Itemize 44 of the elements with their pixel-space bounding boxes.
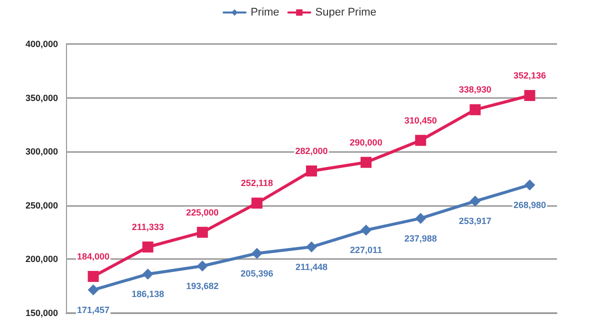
data-label: 268,980: [513, 200, 546, 210]
y-tick-label: 150,000: [25, 308, 58, 318]
data-label: 282,000: [295, 146, 328, 156]
data-label: 338,930: [458, 84, 492, 95]
legend-label: Prime: [250, 6, 280, 18]
point: [196, 260, 208, 272]
point: [524, 90, 536, 101]
point: [524, 179, 536, 190]
data-label: 225,000: [186, 207, 219, 218]
point: [142, 242, 154, 253]
legend-label: Super Prime: [315, 6, 376, 18]
point: [251, 248, 262, 259]
data-label: 205,396: [240, 268, 274, 278]
point: [88, 270, 99, 282]
point: [415, 212, 426, 224]
data-label: 171,457: [77, 304, 110, 315]
point: [415, 134, 426, 146]
data-label: 290,000: [350, 137, 382, 148]
point: [196, 226, 208, 238]
point: [251, 198, 262, 209]
data-label: 352,136: [513, 70, 546, 80]
point: [360, 156, 372, 168]
point: [142, 268, 154, 280]
y-tick-label: 300,000: [25, 146, 58, 157]
point: [88, 284, 99, 296]
data-label: 237,988: [404, 233, 437, 244]
y-tick-label: 350,000: [25, 92, 58, 103]
data-label: 184,000: [77, 251, 110, 262]
point: [306, 241, 317, 252]
data-label: 211,333: [132, 222, 164, 232]
point: [306, 165, 317, 176]
y-tick-label: 400,000: [25, 39, 58, 49]
point: [360, 224, 372, 236]
y-tick-label: 250,000: [25, 200, 58, 210]
data-label: 193,682: [186, 281, 219, 291]
data-label: 186,138: [132, 289, 164, 300]
data-label: 211,448: [295, 262, 328, 272]
data-label: 253,917: [458, 216, 492, 226]
data-label: 252,118: [240, 178, 273, 188]
data-label: 310,450: [404, 115, 437, 126]
y-tick-label: 200,000: [25, 254, 58, 264]
data-label: 227,011: [350, 245, 382, 256]
point: [470, 104, 481, 116]
point: [470, 196, 481, 207]
